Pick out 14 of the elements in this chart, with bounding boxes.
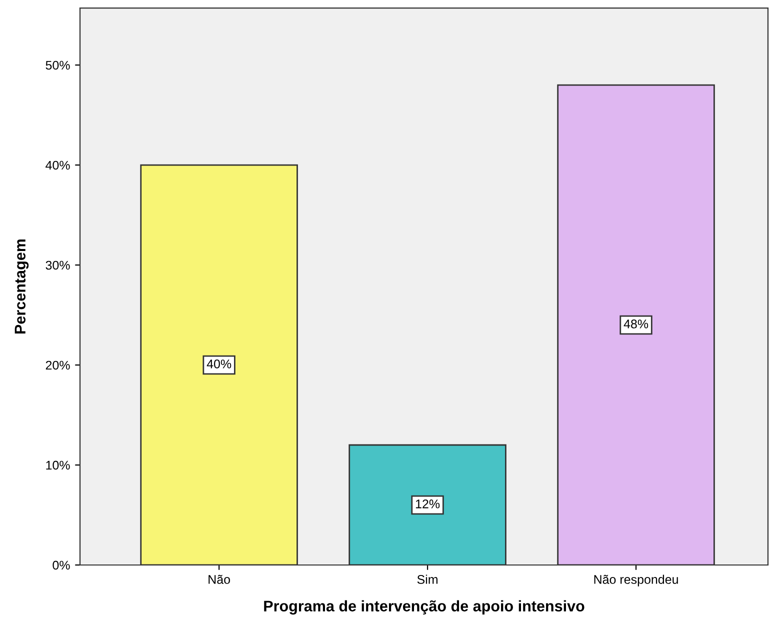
y-tick-label: 0% xyxy=(52,560,70,570)
y-tick-label: 40% xyxy=(46,160,70,170)
data-label: 12% xyxy=(416,500,440,508)
y-tick-label: 20% xyxy=(46,360,70,370)
x-tick-label: Não respondeu xyxy=(594,574,678,586)
data-label: 48% xyxy=(624,320,648,328)
y-tick-label: 30% xyxy=(46,260,70,270)
x-axis-title: Programa de intervenção de apoio intensivo xyxy=(264,600,584,615)
x-tick-label: Sim xyxy=(417,574,438,584)
y-tick-label: 50% xyxy=(46,60,70,70)
y-tick-label: 10% xyxy=(46,460,70,470)
data-label: 40% xyxy=(206,360,232,368)
x-tick-label: Não xyxy=(208,574,230,584)
y-axis-title: Percentagem xyxy=(14,239,29,334)
